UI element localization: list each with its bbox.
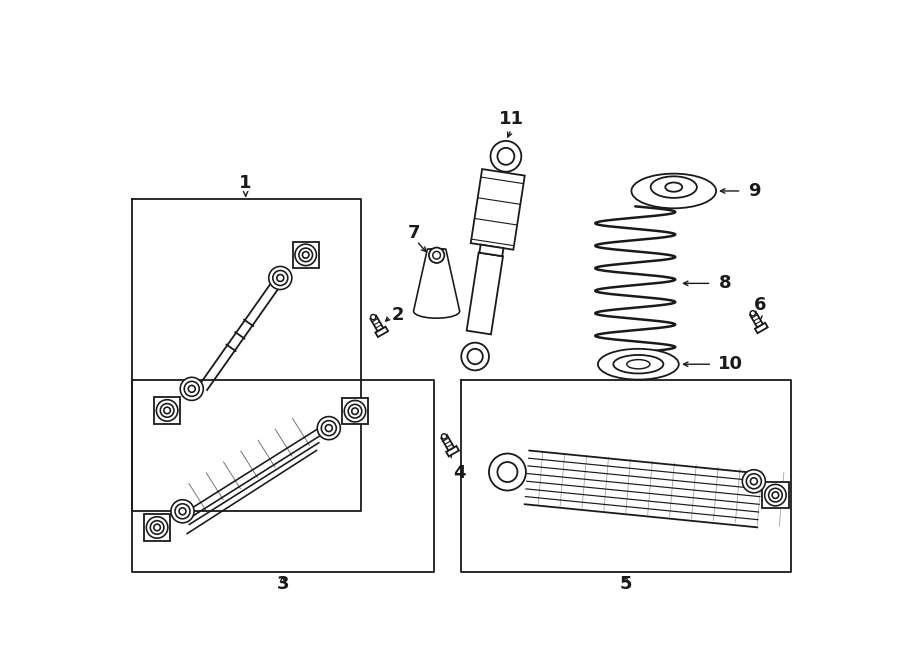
Polygon shape: [755, 323, 768, 333]
Circle shape: [769, 488, 782, 502]
Text: 6: 6: [754, 296, 766, 314]
Circle shape: [491, 141, 521, 172]
Circle shape: [302, 252, 309, 258]
Text: 7: 7: [408, 224, 419, 243]
Circle shape: [765, 485, 786, 506]
Polygon shape: [750, 311, 763, 327]
Circle shape: [318, 416, 340, 440]
Polygon shape: [418, 249, 455, 317]
Circle shape: [746, 474, 761, 488]
Bar: [762, 482, 788, 508]
Bar: [154, 397, 180, 424]
Polygon shape: [371, 315, 383, 331]
Circle shape: [147, 517, 167, 538]
Circle shape: [188, 385, 195, 393]
Circle shape: [498, 462, 518, 482]
Circle shape: [742, 470, 765, 493]
Circle shape: [164, 407, 170, 414]
Ellipse shape: [632, 174, 716, 208]
Ellipse shape: [651, 176, 697, 198]
Circle shape: [184, 381, 199, 397]
Text: 9: 9: [749, 182, 761, 200]
Ellipse shape: [613, 355, 663, 373]
Circle shape: [751, 478, 757, 485]
Circle shape: [180, 377, 203, 401]
Circle shape: [295, 244, 317, 266]
Text: 4: 4: [453, 464, 465, 483]
Circle shape: [461, 342, 489, 370]
Circle shape: [150, 521, 164, 534]
Text: 5: 5: [620, 574, 633, 593]
Bar: [144, 514, 170, 541]
Polygon shape: [375, 327, 388, 337]
Polygon shape: [466, 253, 503, 334]
Circle shape: [772, 492, 778, 498]
Circle shape: [157, 400, 178, 421]
Bar: [292, 242, 319, 268]
Ellipse shape: [665, 182, 682, 192]
Circle shape: [175, 504, 190, 519]
Circle shape: [371, 315, 376, 320]
Circle shape: [269, 266, 292, 290]
Circle shape: [179, 508, 186, 515]
Text: 11: 11: [499, 110, 524, 128]
Circle shape: [433, 251, 440, 259]
Text: 1: 1: [239, 175, 252, 192]
Text: 2: 2: [392, 306, 404, 324]
Circle shape: [489, 453, 526, 490]
Ellipse shape: [626, 360, 650, 369]
Circle shape: [498, 148, 515, 165]
Text: 10: 10: [718, 355, 743, 373]
Circle shape: [171, 500, 194, 523]
Polygon shape: [413, 249, 460, 318]
Circle shape: [352, 408, 358, 414]
Circle shape: [751, 311, 755, 316]
Polygon shape: [446, 446, 459, 456]
Ellipse shape: [598, 349, 679, 379]
Polygon shape: [441, 435, 454, 451]
Circle shape: [277, 274, 284, 282]
Circle shape: [273, 270, 288, 286]
Circle shape: [467, 349, 482, 364]
Circle shape: [441, 434, 446, 439]
Circle shape: [154, 524, 160, 531]
Text: 8: 8: [718, 274, 731, 292]
Circle shape: [348, 405, 362, 418]
Circle shape: [345, 401, 365, 422]
Bar: [342, 398, 368, 424]
Circle shape: [321, 420, 337, 436]
Polygon shape: [423, 249, 451, 315]
Circle shape: [429, 248, 445, 263]
Polygon shape: [471, 169, 525, 250]
Circle shape: [299, 248, 312, 262]
Text: 3: 3: [276, 574, 289, 593]
Circle shape: [160, 404, 174, 417]
Polygon shape: [480, 245, 503, 256]
Circle shape: [325, 424, 332, 432]
